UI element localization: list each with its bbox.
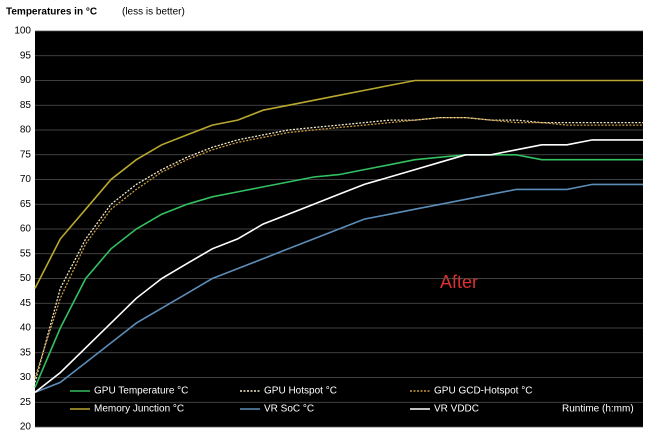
series-line [34,139,643,394]
legend-label: GPU GCD-Hotspot °C [434,386,532,397]
y-tick-label: 55 [20,248,32,259]
series-line [34,183,643,394]
series-line [34,79,643,289]
y-tick-label: 35 [20,347,32,358]
series-line [34,116,643,383]
y-tick-label: 65 [20,199,32,210]
chart-title: Temperatures in °C [6,7,97,18]
chart-subtitle: (less is better) [122,7,185,18]
y-tick-label: 90 [20,75,32,86]
y-tick-label: 80 [20,125,32,136]
y-tick-label: 40 [20,323,32,334]
y-tick-label: 75 [20,149,32,160]
legend-label: GPU Temperature °C [94,386,188,397]
legend-label: VR VDDC [434,404,479,415]
y-tick-label: 50 [20,273,32,284]
legend-label: GPU Hotspot °C [264,386,337,397]
y-tick-label: 30 [20,372,32,383]
y-tick-label: 45 [20,298,32,309]
series-line [34,116,643,378]
y-tick-label: 95 [20,50,32,61]
legend-label: VR SoC °C [264,404,314,415]
y-tick-label: 100 [14,26,31,37]
x-axis-label: Runtime (h:mm) [562,404,634,415]
y-tick-label: 20 [20,422,32,433]
series-line [34,154,643,388]
y-tick-label: 25 [20,397,32,408]
y-tick-label: 70 [20,174,32,185]
legend-label: Memory Junction °C [94,404,184,415]
y-tick-label: 60 [20,224,32,235]
y-tick-label: 85 [20,100,32,111]
annotation: After [440,272,478,292]
